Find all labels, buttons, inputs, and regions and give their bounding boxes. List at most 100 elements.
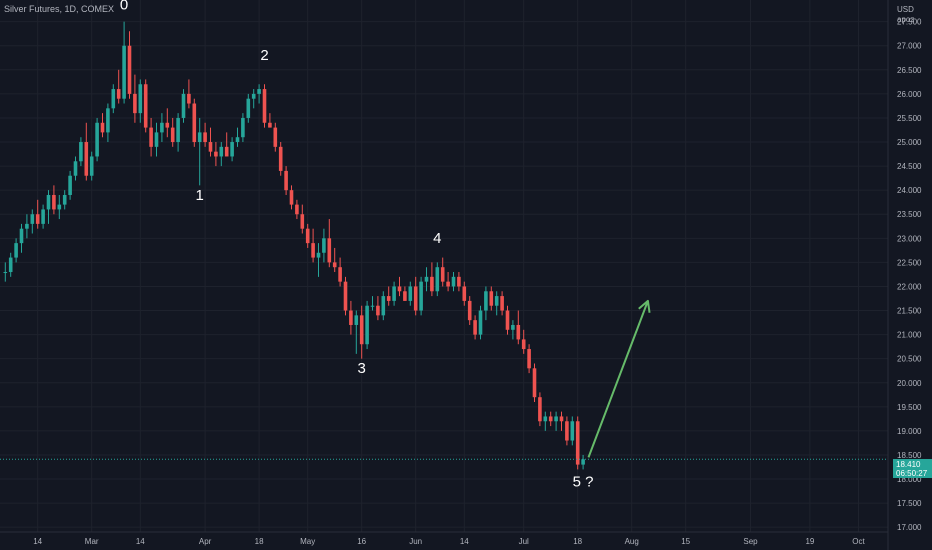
candle-body	[219, 146, 224, 157]
candle	[30, 209, 35, 234]
candle-body	[532, 368, 537, 398]
candle	[257, 84, 261, 104]
candle-body	[451, 276, 456, 287]
candle-body	[435, 267, 440, 292]
candle-body	[489, 291, 494, 306]
candle-body	[527, 349, 531, 369]
price-tick-label: 17.500	[897, 499, 922, 508]
candle	[143, 79, 148, 133]
candle-body	[3, 272, 8, 274]
candle-body	[149, 127, 153, 147]
candle	[316, 243, 321, 277]
candle-body	[84, 142, 89, 176]
candle	[235, 127, 240, 147]
candle-body	[575, 421, 580, 465]
price-tick-label: 23.500	[897, 210, 922, 219]
candle-body	[100, 122, 105, 133]
candle-body	[111, 89, 116, 109]
price-tick-label: 27.000	[897, 42, 922, 51]
candle	[100, 113, 105, 138]
candle	[473, 315, 477, 340]
candle-body	[305, 228, 310, 244]
time-tick-label: 14	[33, 537, 42, 546]
candle-body	[581, 459, 585, 465]
candle-body	[430, 276, 434, 292]
candle	[581, 454, 585, 470]
candle-body	[257, 89, 261, 94]
price-tick-label: 26.500	[897, 66, 922, 75]
time-tick-label: 18	[255, 537, 264, 546]
candle	[403, 286, 407, 301]
candle	[208, 127, 213, 157]
candle	[95, 117, 99, 162]
candle	[251, 89, 256, 109]
price-tick-label: 20.500	[897, 355, 922, 364]
candle-body	[338, 267, 342, 282]
candle-body	[516, 324, 521, 340]
candle-body	[133, 93, 137, 114]
candle	[181, 89, 186, 123]
time-tick-label: Jun	[409, 537, 422, 546]
projection-arrow[interactable]	[587, 299, 651, 458]
candle-body	[127, 45, 132, 94]
candle	[424, 267, 429, 292]
candle	[246, 93, 251, 123]
candle-body	[343, 281, 348, 311]
price-tick-label: 17.000	[897, 523, 922, 532]
candle-body	[478, 310, 483, 335]
candle-body	[408, 286, 413, 301]
wave-label: 2	[260, 47, 268, 64]
wave-label: 0	[120, 0, 128, 14]
candle	[278, 142, 283, 176]
candle	[241, 113, 245, 143]
candle-body	[230, 142, 234, 157]
candle	[138, 79, 143, 123]
candle-body	[397, 286, 402, 292]
candle	[511, 320, 515, 340]
price-axis[interactable]: 17.000 17.500 18.000 18.500 19.000 19.500 20.0…	[897, 18, 922, 533]
wave-label: 4	[433, 230, 441, 247]
candle-body	[224, 146, 229, 157]
candle	[527, 344, 531, 374]
candle	[478, 305, 483, 340]
arrow-shaft	[587, 300, 649, 458]
last-price-badge: 18.410 06:50:27	[893, 459, 932, 478]
candle-body	[500, 296, 504, 311]
candle-body	[192, 103, 197, 143]
candle	[14, 238, 18, 263]
candle	[176, 113, 180, 152]
candle	[305, 223, 310, 248]
candle-body	[327, 238, 332, 263]
candle	[430, 262, 434, 297]
candle	[89, 151, 94, 181]
time-tick-label: 14	[136, 537, 145, 546]
currency-label[interactable]: USD	[897, 5, 914, 14]
candle	[273, 122, 278, 152]
candle	[62, 190, 67, 210]
candle	[386, 286, 391, 306]
arrow-head	[638, 299, 651, 313]
candle	[52, 185, 56, 215]
candle	[451, 272, 456, 292]
candle	[462, 281, 467, 306]
candle-body	[457, 276, 461, 287]
time-tick-label: Aug	[625, 537, 639, 546]
scale-sublabel: apoz	[897, 15, 915, 24]
candle-body	[241, 117, 245, 138]
candle	[25, 214, 29, 239]
candle	[197, 117, 202, 186]
candle-body	[8, 257, 13, 273]
candle-body	[154, 132, 159, 147]
bar-countdown: 06:50:27	[896, 469, 928, 478]
candle-body	[354, 315, 359, 325]
candle	[413, 276, 418, 316]
candle	[295, 199, 299, 220]
price-tick-label: 19.000	[897, 427, 922, 436]
candle-body	[386, 296, 391, 301]
time-axis[interactable]: 14 Mar 14 Apr 18 May 16 Jun 14 Jul 18 Aug 15 Sep 19 Oct	[33, 537, 865, 546]
price-tick-label: 20.000	[897, 379, 922, 388]
candle-body	[467, 300, 472, 321]
symbol-title[interactable]: Silver Futures, 1D, COMEX	[4, 4, 115, 14]
candle	[154, 122, 159, 157]
